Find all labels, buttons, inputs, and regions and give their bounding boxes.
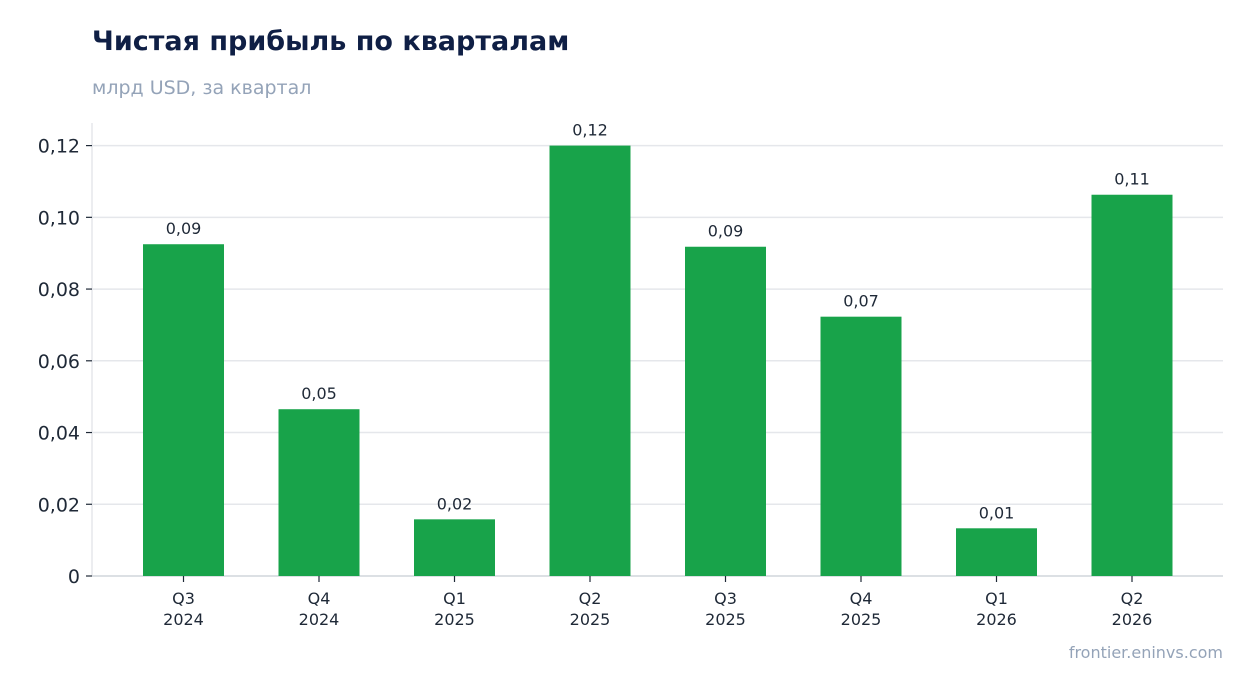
bar bbox=[956, 528, 1037, 576]
x-tick-label-year: 2025 bbox=[570, 610, 611, 629]
x-tick-labels: Q3 2024 Q4 2024 Q1 2025 Q2 2025 Q3 2025 Q4 2025 Q1 20… bbox=[163, 576, 1152, 629]
bar bbox=[143, 244, 224, 576]
y-tick-label: 0,02 bbox=[38, 494, 80, 516]
bar bbox=[549, 145, 631, 577]
y-tick-label: 0,04 bbox=[38, 423, 80, 445]
y-tick-label: 0,10 bbox=[38, 207, 80, 229]
data-label: 0,01 bbox=[979, 503, 1015, 522]
gridlines bbox=[92, 144, 1223, 506]
bar bbox=[414, 519, 495, 576]
x-tick-label-quarter: Q3 bbox=[714, 589, 737, 608]
x-tick-label-quarter: Q2 bbox=[1121, 589, 1144, 608]
x-tick-label-quarter: Q1 bbox=[443, 589, 466, 608]
data-label: 0,09 bbox=[708, 222, 744, 241]
data-label: 0,02 bbox=[437, 494, 473, 513]
x-tick-label-year: 2025 bbox=[434, 610, 475, 629]
chart-subtitle: млрд USD, за квартал bbox=[92, 77, 312, 99]
x-tick-label-year: 2026 bbox=[976, 610, 1017, 629]
bars: 0,09 0,05 0,02 0,12 0,09 0,07 0,01 0,11 bbox=[143, 121, 1173, 577]
bar bbox=[820, 316, 902, 576]
x-tick-label-quarter: Q2 bbox=[579, 589, 602, 608]
x-tick-label-quarter: Q4 bbox=[850, 589, 873, 608]
x-tick-label-quarter: Q1 bbox=[985, 589, 1008, 608]
data-label: 0,09 bbox=[166, 219, 202, 238]
data-label: 0,05 bbox=[301, 384, 337, 403]
data-label: 0,07 bbox=[843, 292, 879, 311]
x-tick-label-year: 2025 bbox=[705, 610, 746, 629]
x-tick-label-year: 2025 bbox=[841, 610, 882, 629]
y-tick-labels: 0 0,02 0,04 0,06 0,08 0,10 0,12 bbox=[38, 136, 92, 588]
source-credit: frontier.eninvs.com bbox=[1068, 643, 1223, 662]
y-tick-label: 0,12 bbox=[38, 136, 80, 158]
bar bbox=[1091, 194, 1173, 577]
y-tick-label: 0,06 bbox=[38, 351, 80, 373]
data-label: 0,11 bbox=[1114, 170, 1150, 189]
y-tick-label: 0 bbox=[68, 566, 80, 588]
data-label: 0,12 bbox=[572, 121, 608, 140]
x-tick-label-year: 2024 bbox=[299, 610, 340, 629]
chart-title: Чистая прибыль по кварталам bbox=[92, 26, 570, 57]
x-tick-label-year: 2024 bbox=[163, 610, 204, 629]
bar bbox=[278, 409, 360, 576]
x-tick-label-year: 2026 bbox=[1112, 610, 1153, 629]
bar bbox=[685, 246, 766, 576]
x-tick-label-quarter: Q4 bbox=[308, 589, 331, 608]
y-tick-label: 0,08 bbox=[38, 279, 80, 301]
x-tick-label-quarter: Q3 bbox=[172, 589, 195, 608]
